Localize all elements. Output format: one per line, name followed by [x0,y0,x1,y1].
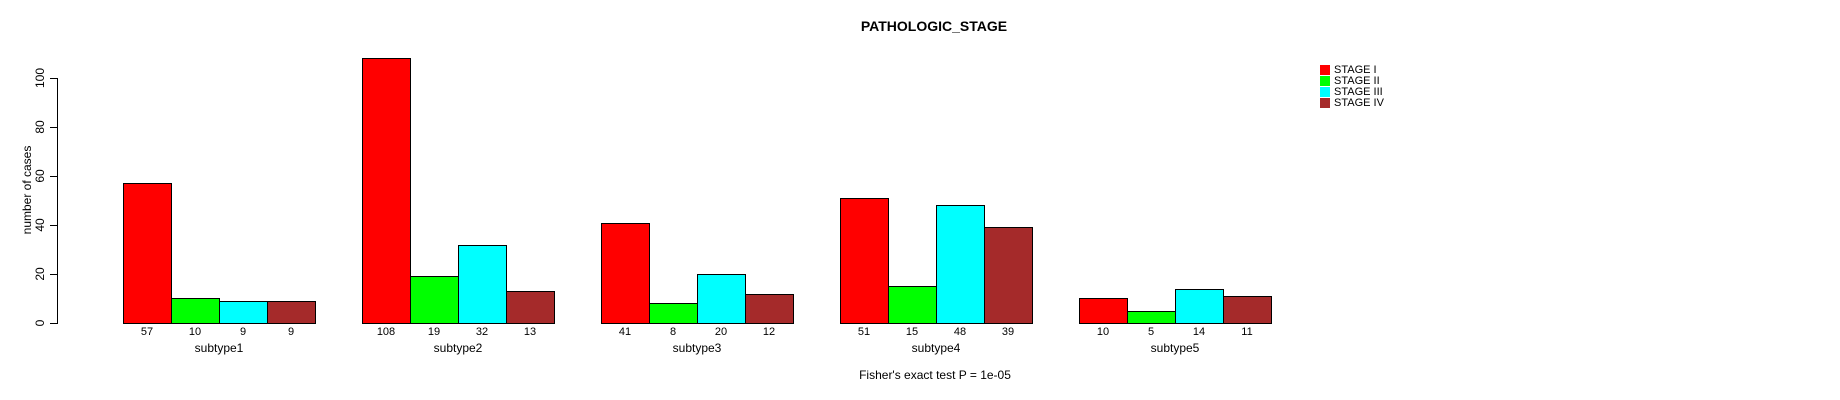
bar-stage-iv [1223,296,1272,324]
bar-value-label: 10 [1096,326,1110,338]
bar-stage-iii [936,205,985,324]
bar-value-label: 9 [239,326,247,338]
y-tick-mark [50,127,57,128]
legend-label-1: STAGE I [1334,64,1377,76]
category-label: subtype5 [1150,341,1200,355]
y-tick-mark [50,225,57,226]
fisher-test-label: Fisher's exact test P = 1e-05 [859,368,1011,382]
y-tick-mark [50,274,57,275]
legend-swatch-1 [1320,65,1330,75]
bar-stage-ii [888,286,937,324]
bar-stage-i [123,183,172,324]
bar-stage-iii [219,301,268,324]
bar-value-label: 10 [188,326,202,338]
bar-value-label: 57 [140,326,154,338]
y-tick-label: 80 [33,120,47,134]
bar-stage-iii [1175,289,1224,324]
bar-value-label: 13 [523,326,537,338]
bar-value-label: 108 [376,326,396,338]
y-tick-label: 40 [33,218,47,232]
bar-stage-iv [506,291,555,324]
bar-stage-i [362,58,411,324]
bar-stage-ii [649,303,698,324]
bar-value-label: 20 [714,326,728,338]
bar-value-label: 41 [618,326,632,338]
y-tick-label: 60 [33,169,47,183]
bar-value-label: 5 [1147,326,1155,338]
bar-stage-iv [745,294,794,324]
bar-stage-ii [410,276,459,324]
legend-label-2: STAGE II [1334,75,1380,87]
y-tick-label: 20 [33,267,47,281]
bar-value-label: 12 [762,326,776,338]
bar-value-label: 11 [1241,326,1253,338]
bar-stage-i [601,223,650,324]
legend-label-3: STAGE III [1334,86,1383,98]
bar-stage-iv [267,301,316,324]
bar-value-label: 51 [857,326,871,338]
bar-stage-iv [984,227,1033,324]
category-label: subtype4 [911,341,961,355]
category-label: subtype2 [433,341,483,355]
bar-stage-i [1079,298,1128,324]
bar-stage-iii [697,274,746,324]
bar-value-label: 9 [287,326,295,338]
y-tick-mark [50,176,57,177]
bar-stage-iii [458,245,507,324]
bar-stage-ii [1127,311,1176,324]
y-axis-label: number of cases [20,145,34,235]
y-tick-mark [50,78,57,79]
chart-title: PATHOLOGIC_STAGE [860,18,1008,34]
bar-value-label: 48 [953,326,967,338]
bar-stage-i [840,198,889,324]
bar-value-label: 32 [475,326,489,338]
bar-value-label: 15 [905,326,919,338]
y-axis-line [57,78,58,324]
category-label: subtype1 [194,341,244,355]
legend-swatch-4 [1320,98,1330,108]
legend-label-4: STAGE IV [1334,97,1384,109]
y-tick-label: 0 [33,319,47,327]
y-tick-label: 100 [33,67,47,89]
bar-value-label: 14 [1192,326,1206,338]
bar-value-label: 19 [427,326,441,338]
category-label: subtype3 [672,341,722,355]
bar-stage-ii [171,298,220,324]
legend-swatch-3 [1320,87,1330,97]
legend-swatch-2 [1320,76,1330,86]
y-tick-mark [50,323,57,324]
bar-value-label: 8 [669,326,677,338]
bar-value-label: 39 [1001,326,1015,338]
